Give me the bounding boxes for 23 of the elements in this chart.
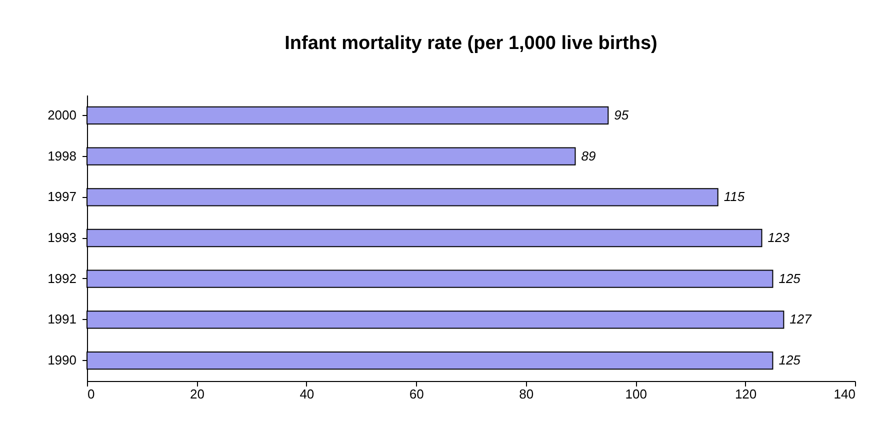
x-tick-label: 120 (734, 386, 757, 402)
data-label: 123 (768, 230, 790, 245)
data-label: 125 (778, 352, 802, 368)
y-tick-label: 1991 (48, 312, 76, 327)
y-tick-label: 1992 (48, 270, 76, 286)
x-tick-label: 140 (834, 386, 856, 402)
y-tick-label: 2000 (48, 107, 76, 122)
x-tick-label: 0 (88, 386, 95, 402)
y-tick-label: 1993 (48, 230, 76, 245)
y-tick-label: 1997 (48, 189, 76, 204)
y-tick-label: 1998 (48, 148, 76, 164)
x-tick-label: 100 (625, 386, 647, 402)
chart-title: Infant mortality rate (per 1,000 live births) (284, 33, 658, 54)
data-label: 125 (778, 270, 802, 286)
x-tick-label: 40 (300, 386, 314, 402)
x-tick-label: 80 (519, 386, 534, 402)
x-tick-label: 20 (190, 386, 204, 402)
x-tick-label: 60 (409, 386, 424, 402)
data-label: 115 (724, 189, 746, 204)
data-label: 127 (790, 312, 812, 327)
y-tick-label: 1990 (48, 352, 76, 368)
data-label: 95 (614, 107, 630, 122)
data-label: 89 (581, 148, 596, 164)
